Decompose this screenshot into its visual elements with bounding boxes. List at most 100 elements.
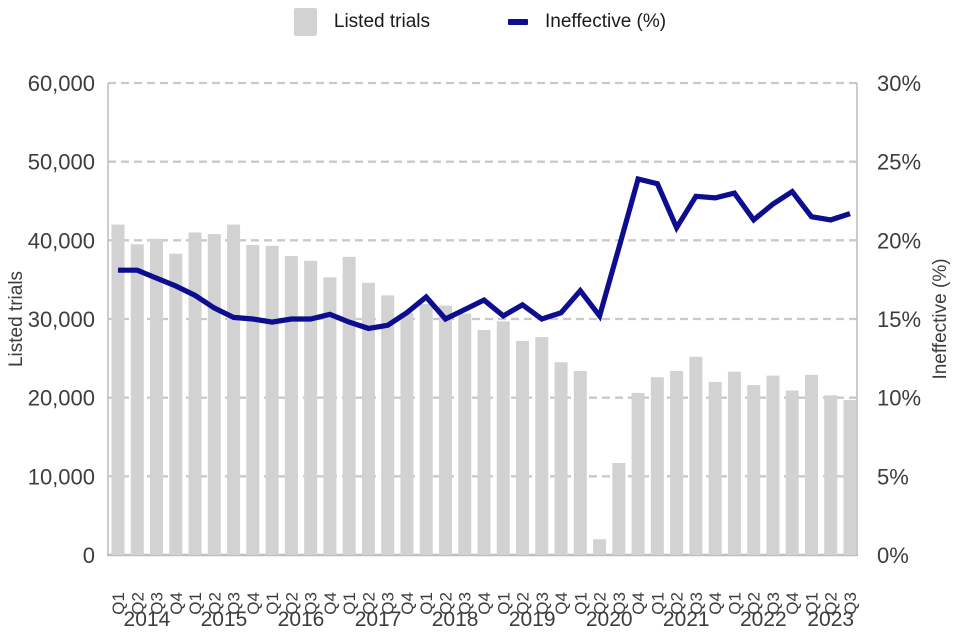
- quarter-tick-labels: Q1 Q2 Q3 Q4 Q1 Q2 Q3 Q4 Q1 Q2 Q3 Q4 Q1 Q2 Q3 Q4 Q1 Q2 Q3 Q4…: [109, 592, 860, 615]
- quarter-tick-label: Q2: [591, 592, 610, 615]
- legend-line-label: Ineffective (%): [545, 11, 667, 32]
- quarter-tick-label: Q2: [282, 592, 301, 615]
- left-tick-label: 0: [83, 543, 95, 568]
- quarter-tick-label: Q3: [302, 592, 321, 615]
- quarter-tick-label: Q1: [802, 592, 821, 615]
- right-tick-label: 20%: [877, 228, 921, 253]
- bar: [631, 392, 645, 555]
- right-axis-title: Ineffective (%): [930, 258, 951, 380]
- quarter-tick-label: Q3: [841, 592, 860, 615]
- year-label: 2019: [509, 608, 556, 631]
- year-label: 2017: [355, 608, 402, 631]
- bar: [843, 400, 857, 555]
- quarter-tick-label: Q4: [321, 592, 340, 615]
- bar: [593, 539, 607, 555]
- quarter-tick-label: Q4: [475, 592, 494, 615]
- bar: [785, 390, 799, 555]
- bar: [650, 377, 664, 555]
- bar: [227, 224, 241, 555]
- bar: [477, 330, 491, 555]
- bar: [612, 462, 626, 555]
- bar: [438, 305, 452, 555]
- year-label: 2021: [663, 608, 710, 631]
- year-label: 2022: [740, 608, 787, 631]
- quarter-tick-label: Q4: [783, 592, 802, 615]
- quarter-tick-label: Q2: [359, 592, 378, 615]
- year-label: 2014: [124, 608, 171, 631]
- bar: [381, 295, 395, 555]
- right-tick-label: 0%: [877, 543, 909, 568]
- quarter-tick-label: Q2: [745, 592, 764, 615]
- bar: [246, 245, 260, 555]
- right-tick-label: 5%: [877, 464, 909, 489]
- right-tick-label: 30%: [877, 71, 921, 96]
- bar: [150, 238, 164, 555]
- year-label: 2020: [586, 608, 633, 631]
- quarter-tick-label: Q4: [167, 592, 186, 615]
- left-tick-label: 40,000: [28, 228, 95, 253]
- quarter-tick-label: Q4: [629, 592, 648, 615]
- legend-bar-label: Listed trials: [333, 11, 430, 32]
- quarter-tick-label: Q1: [263, 592, 282, 615]
- left-axis-title: Listed trials: [6, 270, 27, 368]
- year-label: 2015: [201, 608, 248, 631]
- quarter-tick-label: Q1: [417, 592, 436, 615]
- quarter-tick-label: Q1: [186, 592, 205, 615]
- right-tick-label: 10%: [877, 386, 921, 411]
- bar: [747, 385, 761, 555]
- quarter-tick-label: Q1: [109, 592, 128, 615]
- trend-line: [118, 175, 851, 332]
- quarter-tick-label: Q3: [379, 592, 398, 615]
- bar: [727, 371, 741, 555]
- bar: [304, 260, 318, 555]
- left-tick-label: 30,000: [28, 307, 95, 332]
- right-tick-label: 15%: [877, 307, 921, 332]
- bar: [111, 224, 125, 555]
- bar: [265, 245, 279, 555]
- quarter-tick-label: Q3: [764, 592, 783, 615]
- bar: [804, 374, 818, 555]
- quarter-tick-label: Q3: [456, 592, 475, 615]
- quarter-tick-label: Q2: [514, 592, 533, 615]
- quarter-tick-label: Q1: [725, 592, 744, 615]
- left-tick-labels: 0 10,000 20,000 30,000 40,000 50,000 60,000: [28, 71, 95, 568]
- right-tick-labels: 0% 5% 10% 15% 20% 25% 30%: [877, 71, 921, 568]
- quarter-tick-label: Q4: [552, 592, 571, 615]
- bar: [708, 381, 722, 555]
- bar: [670, 370, 684, 555]
- bar: [824, 395, 838, 555]
- bar: [689, 356, 703, 555]
- left-tick-label: 60,000: [28, 71, 95, 96]
- quarter-tick-label: Q3: [533, 592, 552, 615]
- right-tick-label: 25%: [877, 150, 921, 175]
- year-label: 2018: [432, 608, 479, 631]
- legend-item-ineffective: Ineffective (%): [508, 8, 666, 36]
- quarter-tick-label: Q3: [610, 592, 629, 615]
- quarter-tick-label: Q3: [148, 592, 167, 615]
- bar: [188, 232, 202, 555]
- bar: [284, 256, 298, 555]
- bar: [169, 253, 183, 555]
- quarter-tick-label: Q4: [244, 592, 263, 615]
- quarter-tick-label: Q4: [398, 592, 417, 615]
- quarter-tick-label: Q2: [668, 592, 687, 615]
- bar: [323, 277, 337, 555]
- quarter-tick-label: Q2: [128, 592, 147, 615]
- bars-series: [111, 224, 857, 556]
- left-tick-label: 10,000: [28, 464, 95, 489]
- bar: [516, 341, 530, 555]
- quarter-tick-label: Q4: [706, 592, 725, 615]
- quarter-tick-label: Q3: [225, 592, 244, 615]
- quarter-tick-label: Q1: [648, 592, 667, 615]
- left-tick-label: 50,000: [28, 150, 95, 175]
- bar: [207, 234, 221, 556]
- year-label: 2023: [807, 608, 854, 631]
- bar: [400, 312, 414, 555]
- legend-item-listed-trials: Listed trials: [293, 8, 430, 36]
- quarter-tick-label: Q1: [571, 592, 590, 615]
- bar: [342, 256, 356, 555]
- bar: [554, 362, 568, 555]
- legend: Listed trials Ineffective (%): [0, 8, 960, 36]
